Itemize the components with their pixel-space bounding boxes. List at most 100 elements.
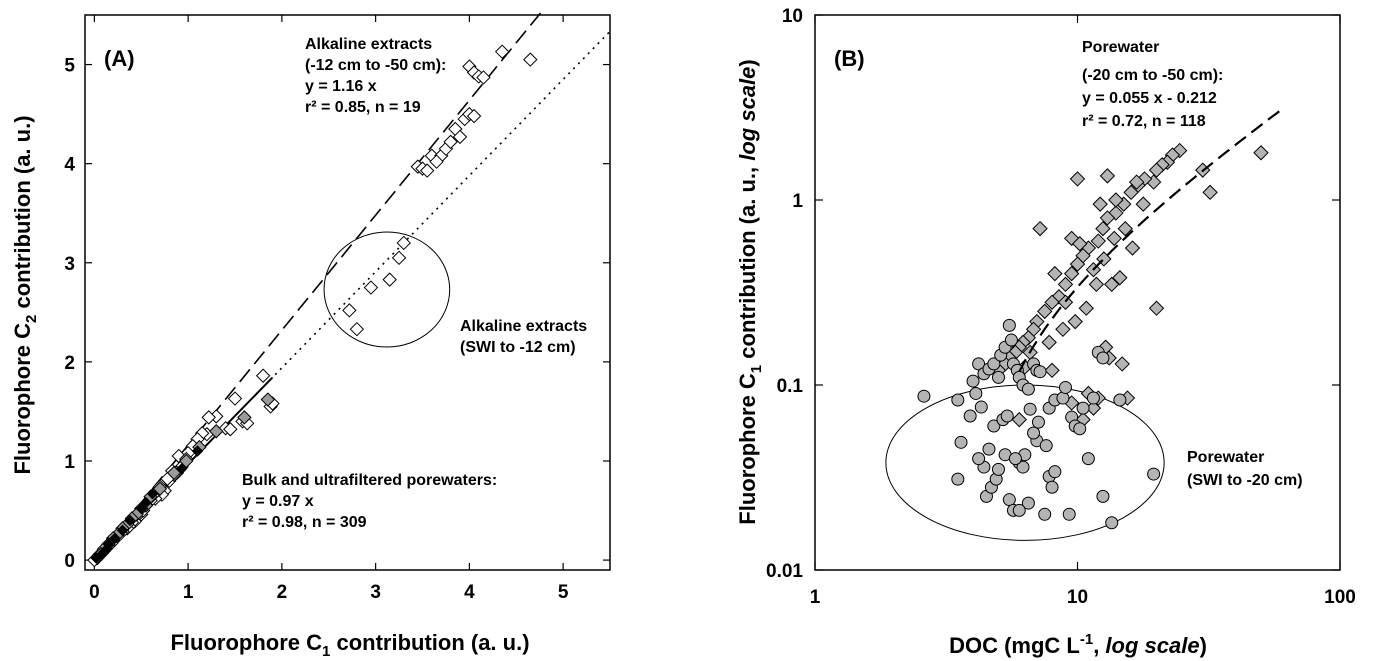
data-point-black-diamond [135,502,147,515]
data-point-diamond [1057,276,1074,293]
chart-a-annotation-upper: Alkaline extracts (-12 cm to -50 cm): y … [305,36,451,116]
chart-b-x-axis-label: DOC (mgC L-1, log scale) [949,631,1207,658]
data-point-diamond [1032,220,1048,237]
x-tick-label: 2 [277,582,288,603]
data-point-circle [1058,380,1072,394]
data-point-diamond [1114,356,1130,372]
data-point-black-diamond [116,524,129,537]
data-point-diamond [1088,276,1105,293]
data-point-circle [1062,507,1076,521]
data-point-diamond [1112,270,1128,286]
data-point-circle [987,357,1001,371]
data-point-circle [1048,465,1062,479]
data-point-diamond [1069,171,1086,187]
data-point-diamond [1095,220,1111,237]
data-point-filled-diamond [152,481,168,496]
xlabel-subscript: 1 [322,643,330,660]
data-point-open-diamond [443,134,458,150]
data-point-circle [1113,393,1127,407]
data-point-diamond [1202,184,1218,201]
data-point-diamond [1041,334,1057,351]
x-tick-label: 1 [183,582,194,603]
chart-a-x-axis-label: Fluorophore C1 contribution (a. u.) [170,630,529,660]
data-point-circle [951,393,965,407]
ylabel-rest: contribution (a. u., [735,161,760,365]
annotation-line: Porewater [1187,449,1264,466]
chart-b: 1 10 100 0.01 0.1 1 10 (B) Porewater (-20 cm t… [735,6,1356,658]
data-point-black-diamond [90,552,102,564]
data-point-open-diamond [429,154,444,169]
data-point-circle [969,386,983,400]
chart-a-points [87,44,538,568]
data-point-circle [1096,351,1110,365]
y-tick-label: 1 [64,452,75,473]
data-point-diamond [1108,192,1124,208]
data-point-diamond [1036,303,1053,320]
data-point-black-diamond [96,548,108,560]
data-point-circle [1096,489,1110,503]
data-point-black-diamond [124,514,136,527]
data-point-diamond [1148,300,1165,316]
chart-a-plot-frame [84,14,611,571]
ylabel-italic: log scale [735,67,760,161]
data-point-diamond [1123,184,1139,201]
x-tick-label: 1 [810,587,821,608]
data-point-circle [974,400,988,414]
chart-a: 0 1 2 3 4 5 0 1 2 3 4 5 (A) Alkaline extracts (-12 … [10,7,611,660]
y-tick-label: 5 [64,56,75,77]
data-point-filled-diamond [260,392,276,407]
y-tick-label: 1 [792,191,803,212]
data-point-diamond [1099,210,1116,226]
chart-a-ellipse [323,231,451,348]
data-point-circle [963,409,977,423]
x-tick-label: 3 [370,582,381,603]
annotation-line: r² = 0.72, n = 118 [1082,113,1206,130]
annotation-line: (SWI to -12 cm) [460,339,576,356]
y-tick-label: 0.1 [777,376,804,397]
data-point-diamond [1063,265,1080,282]
data-point-circle [1021,496,1035,510]
data-point-circle [966,374,980,388]
chart-b-ticks: 1 10 100 0.01 0.1 1 10 [766,6,1356,608]
data-point-circle [1000,409,1014,423]
y-tick-label: 0 [64,551,75,572]
data-point-circle [1002,493,1016,507]
chart-a-panel-label: (A) [104,46,135,71]
data-point-circle [991,370,1005,384]
chart-a-annotation-swi: Alkaline extracts (SWI to -12 cm) [460,318,592,356]
data-point-circle [1033,365,1047,379]
chart-b-panel-label: (B) [834,46,865,71]
y-tick-label: 10 [782,6,803,27]
data-point-open-diamond [255,368,271,383]
fit-line-dashed [1018,108,1283,373]
data-point-black-diamond [175,463,188,475]
annotation-line: r² = 0.85, n = 19 [305,99,421,116]
data-point-circle [1021,382,1035,396]
data-point-diamond [1044,362,1060,379]
data-point-diamond [1106,230,1122,247]
xlabel-close: ) [1200,633,1207,658]
chart-a-y-axis-label: Fluorophore C2 contribution (a. u.) [10,115,40,474]
annotation-line: r² = 0.98, n = 309 [242,514,367,531]
annotation-line: (-12 cm to -50 cm): [305,57,446,74]
data-point-diamond [1135,196,1151,212]
ylabel-main: Fluorophore C [735,373,760,525]
data-point-diamond [1092,196,1108,212]
data-point-open-diamond [494,44,510,59]
data-point-circle [1002,318,1016,332]
data-point-open-diamond [349,321,365,337]
annotation-line: y = 1.16 x [305,78,377,95]
data-point-open-diamond [419,163,435,178]
y-tick-label: 0.01 [766,561,803,582]
data-point-diamond [1055,321,1071,338]
xlabel-italic: log scale [1105,633,1199,658]
data-point-circle [954,435,968,449]
x-tick-label: 10 [1067,587,1088,608]
data-point-open-diamond [201,410,216,425]
data-point-open-diamond [466,108,482,124]
y-tick-label: 2 [64,353,75,374]
y-tick-label: 4 [64,155,75,176]
data-point-open-diamond [523,52,538,67]
chart-b-annotation-swi: Porewater (SWI to -20 cm) [1187,449,1303,489]
data-point-diamond [1253,145,1269,161]
